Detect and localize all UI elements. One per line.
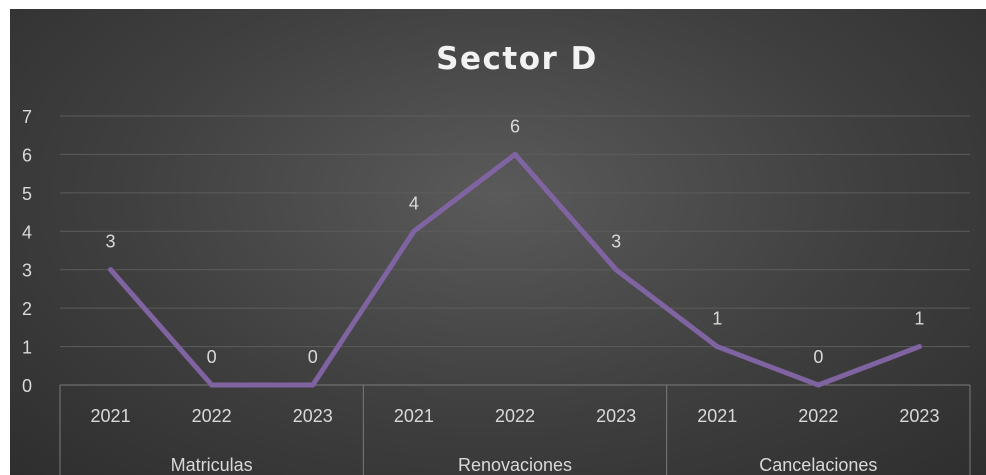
- data-labels: 3 0 0 4 6 3 1 0 1: [106, 116, 925, 367]
- data-point: [411, 228, 417, 234]
- group-label: Cancelaciones: [759, 455, 877, 475]
- x-tick-label: 2023: [293, 406, 333, 426]
- data-label: 0: [813, 347, 823, 367]
- series-line: [108, 151, 922, 388]
- data-label: 6: [510, 116, 520, 136]
- y-tick-label: 5: [22, 184, 32, 204]
- group-label: Matriculas: [171, 455, 253, 475]
- y-axis: 0 1 2 3 4 5 6 7: [22, 107, 32, 396]
- data-point: [916, 344, 922, 350]
- x-tick-label: 2023: [899, 406, 939, 426]
- x-tick-label: 2023: [596, 406, 636, 426]
- x-tick-label: 2022: [495, 406, 535, 426]
- y-tick-label: 2: [22, 299, 32, 319]
- data-label: 0: [308, 347, 318, 367]
- group-label: Renovaciones: [458, 455, 572, 475]
- data-point: [512, 151, 518, 157]
- data-point: [815, 382, 821, 388]
- x-tick-label: 2021: [394, 406, 434, 426]
- data-point: [613, 267, 619, 273]
- x-tick-label: 2022: [798, 406, 838, 426]
- x-axis: 2021 2022 2023 2021 2022 2023 2021 2022 2023 Matr…: [59, 384, 971, 475]
- x-tick-label: 2021: [697, 406, 737, 426]
- y-tick-label: 1: [22, 338, 32, 358]
- data-point: [209, 382, 215, 388]
- x-tick-label: 2022: [192, 406, 232, 426]
- data-label: 3: [106, 232, 116, 252]
- y-tick-label: 6: [22, 145, 32, 165]
- y-tick-label: 7: [22, 107, 32, 127]
- y-tick-label: 3: [22, 261, 32, 281]
- chart-title: Sector D: [436, 41, 598, 77]
- data-label: 1: [914, 309, 924, 329]
- y-tick-label: 4: [22, 222, 32, 242]
- data-label: 4: [409, 193, 419, 213]
- gridlines: [60, 115, 970, 348]
- data-label: 1: [712, 309, 722, 329]
- chart-area: [10, 9, 986, 475]
- data-point: [310, 382, 316, 388]
- data-label: 0: [207, 347, 217, 367]
- data-label: 3: [611, 232, 621, 252]
- y-tick-label: 0: [22, 376, 32, 396]
- data-point: [714, 344, 720, 350]
- x-tick-label: 2021: [91, 406, 131, 426]
- data-point: [108, 267, 114, 273]
